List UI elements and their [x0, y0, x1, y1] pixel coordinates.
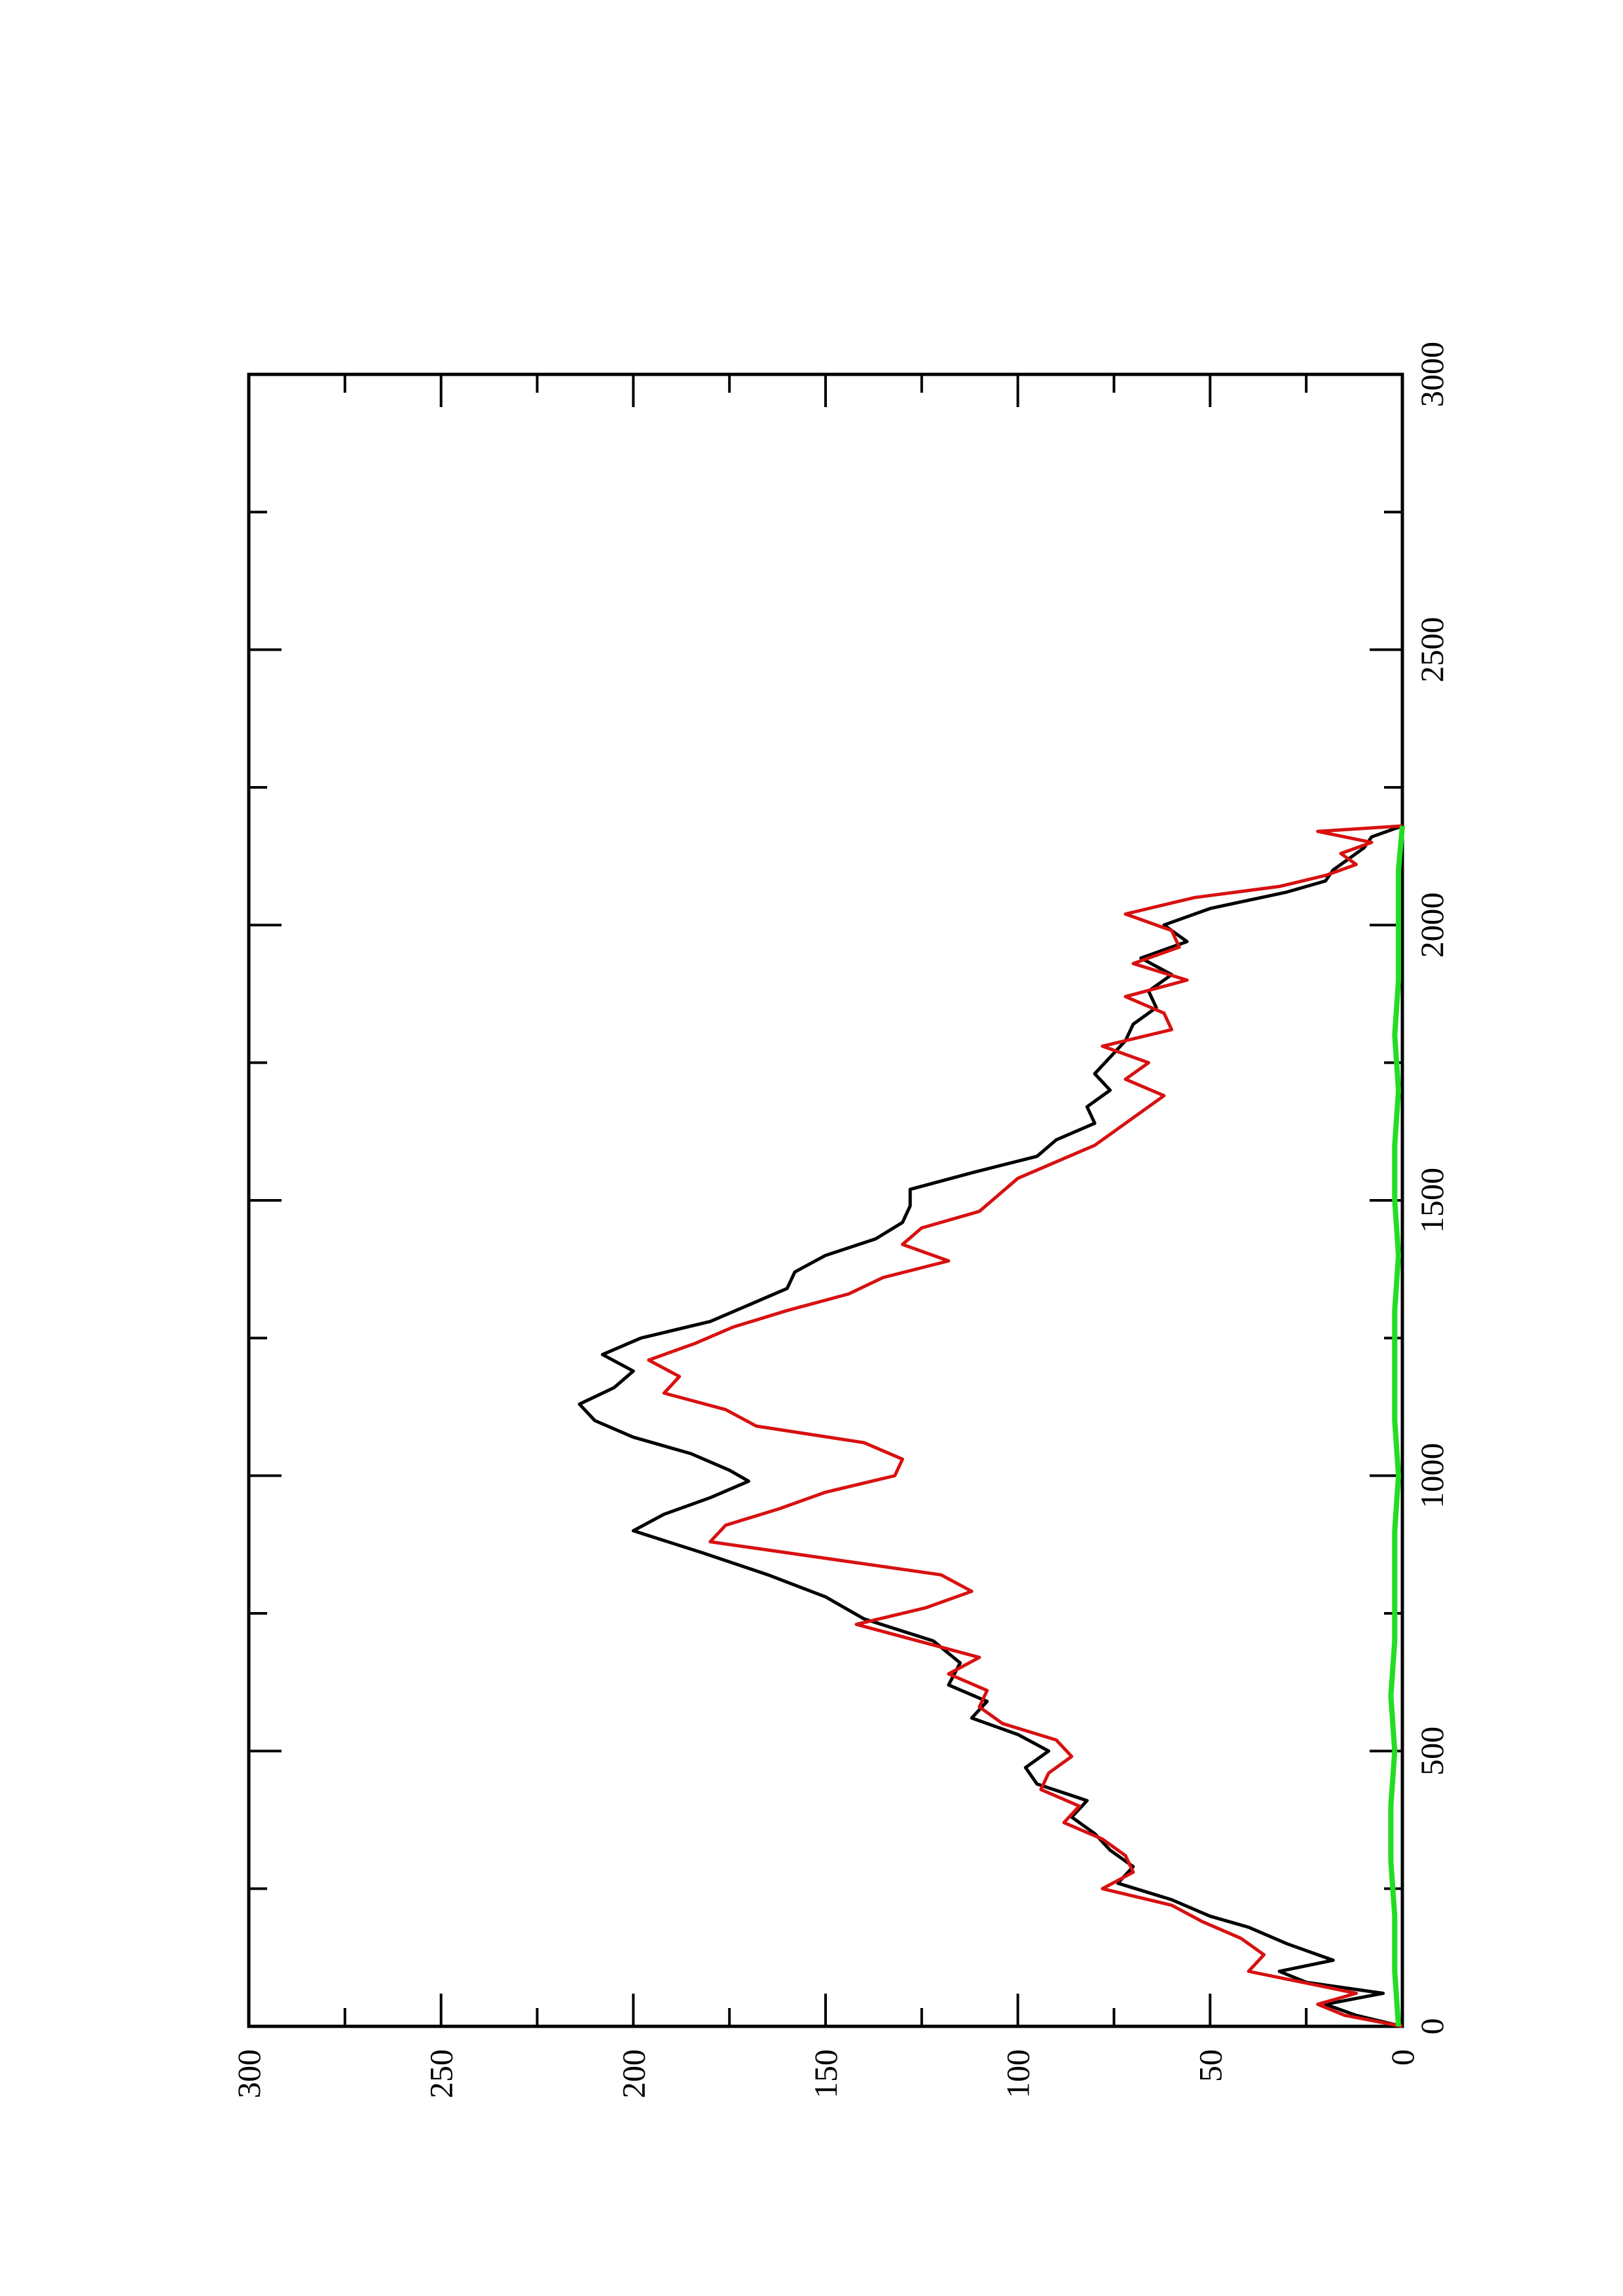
y-tick-label: 150 — [807, 2049, 844, 2098]
x-tick-label: 0 — [1413, 2018, 1450, 2035]
plot-frame — [247, 372, 1404, 2028]
x-tick-label: 3000 — [1413, 342, 1450, 407]
axis-ticks — [247, 373, 1404, 2028]
series-line-3 — [1388, 825, 1405, 2027]
series-line-1 — [577, 824, 1403, 2028]
x-tick-label: 1000 — [1413, 1443, 1450, 1509]
y-tick-label: 50 — [1192, 2049, 1228, 2082]
tick-labels: 0 500 1000 1500 2000 2500 3000 0 50 100 150 200 250 3… — [230, 342, 1450, 2098]
y-tick-label: 100 — [1000, 2049, 1036, 2098]
x-tick-label: 500 — [1413, 1727, 1450, 1776]
series-line-2 — [647, 824, 1403, 2028]
x-tick-label: 1500 — [1413, 1168, 1450, 1233]
x-tick-label: 2000 — [1413, 892, 1450, 958]
y-tick-label: 300 — [230, 2049, 267, 2098]
x-tick-label: 2500 — [1413, 617, 1450, 683]
plot-area — [247, 372, 1405, 2028]
y-tick-label: 200 — [615, 2049, 651, 2098]
y-tick-label: 250 — [423, 2049, 460, 2098]
series-layer — [577, 824, 1405, 2028]
y-tick-label: 0 — [1384, 2049, 1421, 2066]
